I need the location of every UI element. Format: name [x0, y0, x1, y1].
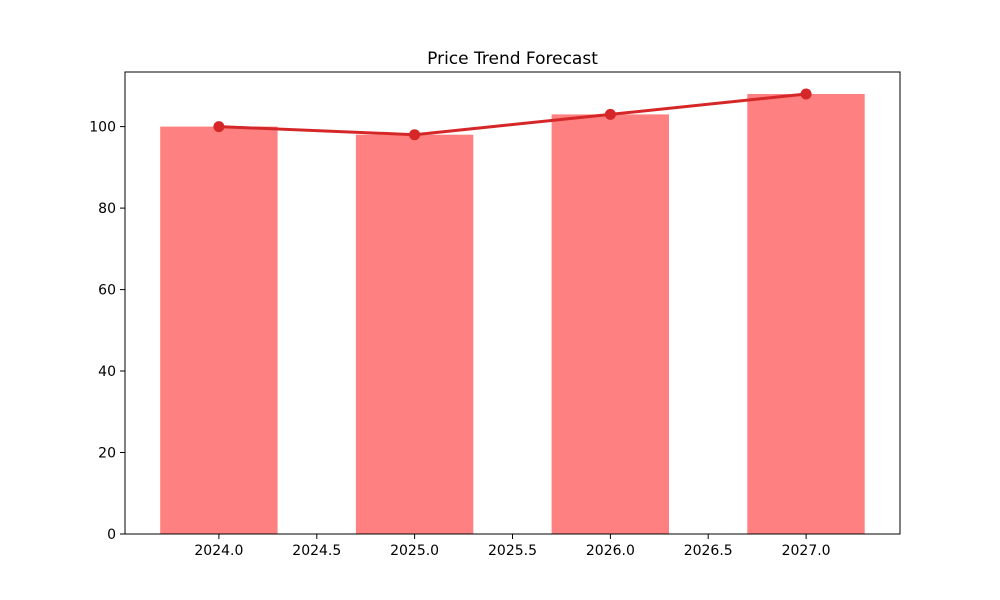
y-tick-label: 60 [98, 283, 116, 299]
x-tick-label: 2025.0 [390, 543, 439, 559]
data-point-marker-2026 [604, 108, 616, 120]
y-tick-label: 40 [98, 364, 116, 380]
data-point-marker-2027 [800, 88, 812, 100]
y-tick-label: 20 [98, 446, 116, 462]
y-tick-label: 80 [98, 201, 116, 217]
data-point-marker-2024 [213, 121, 225, 133]
bar-2027 [747, 94, 865, 534]
x-tick-label: 2025.5 [488, 543, 537, 559]
bar-2024 [160, 126, 278, 534]
chart-title: Price Trend Forecast [427, 49, 598, 69]
bar-2025 [355, 134, 474, 534]
axes: 2024.0 2024.5 2025.0 2025.5 2026.0 2026.5 2027… [89, 71, 901, 559]
data-point-marker-2025 [409, 129, 421, 141]
x-tick-label: 2024.5 [292, 543, 341, 559]
y-tick-label: 0 [107, 527, 116, 543]
bar-2026 [551, 114, 669, 535]
plot-area [160, 88, 865, 535]
x-tick-label: 2027.0 [782, 543, 831, 559]
x-tick-label: 2024.0 [194, 543, 243, 559]
trend-line [217, 92, 808, 137]
x-tick-label: 2026.5 [684, 543, 733, 559]
x-tick-label: 2026.0 [586, 543, 635, 559]
y-tick-label: 100 [89, 120, 116, 136]
